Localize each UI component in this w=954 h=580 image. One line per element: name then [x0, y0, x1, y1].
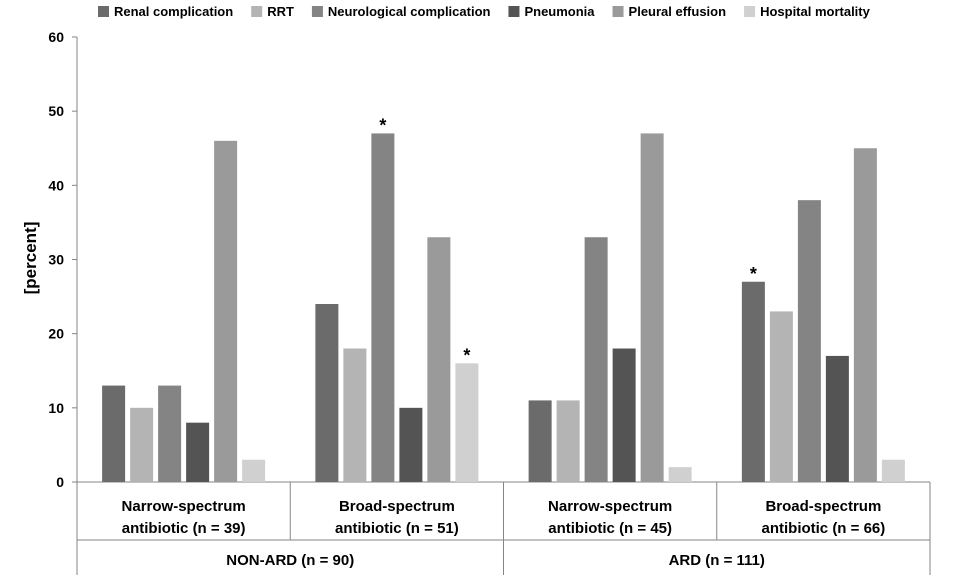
- legend-swatch: [508, 6, 520, 17]
- y-tick-label: 40: [48, 177, 64, 193]
- x-tick-label: Narrow-spectrum: [548, 498, 672, 515]
- bar: [158, 385, 182, 482]
- significance-marker: *: [750, 264, 757, 284]
- x-tick-label: antibiotic (n = 51): [335, 520, 459, 537]
- y-tick-label: 50: [48, 103, 64, 119]
- bar: [315, 304, 339, 482]
- legend-item: RRT: [251, 4, 294, 19]
- x-tick-label: Broad-spectrum: [765, 498, 881, 515]
- bar: [186, 422, 210, 482]
- bar: [741, 281, 765, 482]
- x-tick-label: Narrow-spectrum: [122, 498, 246, 515]
- x-tick-label: antibiotic (n = 45): [548, 520, 672, 537]
- bar: [825, 355, 849, 482]
- x-tick-label: Broad-spectrum: [339, 498, 455, 515]
- bar: [668, 467, 692, 482]
- legend-label: Renal complication: [114, 4, 233, 19]
- y-tick-label: 60: [48, 29, 64, 45]
- legend-item: Hospital mortality: [744, 4, 871, 19]
- legend-label: RRT: [267, 4, 294, 19]
- bar: [102, 385, 126, 482]
- legend-item: Pneumonia: [508, 4, 595, 19]
- legend-item: Renal complication: [98, 4, 233, 19]
- bar: [640, 133, 664, 482]
- significance-marker: *: [379, 115, 386, 135]
- legend-label: Pleural effusion: [629, 4, 727, 19]
- legend-item: Pleural effusion: [612, 4, 727, 19]
- bar: [399, 407, 423, 482]
- bar: [343, 348, 367, 482]
- bar: [242, 459, 266, 482]
- y-tick-label: 20: [48, 326, 64, 342]
- legend-swatch: [612, 6, 624, 17]
- legend-item: Neurological complication: [311, 4, 491, 19]
- bar: [130, 407, 154, 482]
- bar: [797, 200, 821, 482]
- axes: 0 10 20 30 40 50 60: [48, 29, 931, 575]
- bar: [584, 237, 608, 482]
- y-axis-label: [percent]: [21, 222, 40, 295]
- x-group-label: NON-ARD (n = 90): [226, 552, 354, 569]
- bar: [455, 363, 479, 482]
- bar: [427, 237, 451, 482]
- x-tick-label: antibiotic (n = 39): [122, 520, 246, 537]
- legend-swatch: [251, 6, 263, 17]
- significance-marker: *: [463, 345, 470, 365]
- legend-swatch: [744, 6, 756, 17]
- legend-swatch: [98, 6, 109, 17]
- bar: [769, 311, 793, 482]
- legend: Renal complication RRT Neurological compli…: [98, 4, 871, 19]
- y-tick-label: 10: [48, 400, 64, 416]
- x-tick-label: antibiotic (n = 66): [761, 520, 885, 537]
- legend-swatch: [311, 6, 323, 17]
- legend-label: Hospital mortality: [760, 4, 871, 19]
- bar: [556, 400, 580, 482]
- legend-label: Neurological complication: [328, 4, 491, 19]
- category-labels: Narrow-spectrum antibiotic (n = 39) Broad-…: [122, 498, 886, 569]
- bar: [528, 400, 552, 482]
- bar: [214, 140, 238, 483]
- bar: [881, 459, 905, 482]
- bar: [853, 148, 877, 482]
- bar: [612, 348, 636, 482]
- legend-label: Pneumonia: [524, 4, 595, 19]
- bars: * * *: [102, 115, 905, 483]
- bar: [371, 133, 395, 482]
- x-group-label: ARD (n = 111): [669, 552, 765, 569]
- y-tick-label: 0: [56, 474, 64, 490]
- y-tick-label: 30: [48, 252, 64, 268]
